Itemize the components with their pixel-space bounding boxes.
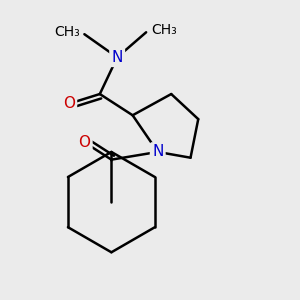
Text: N: N: [152, 144, 164, 159]
Text: CH₃: CH₃: [151, 23, 176, 37]
Text: N: N: [112, 50, 123, 65]
Text: CH₃: CH₃: [54, 25, 80, 39]
Text: O: O: [63, 96, 75, 111]
Text: O: O: [78, 135, 90, 150]
